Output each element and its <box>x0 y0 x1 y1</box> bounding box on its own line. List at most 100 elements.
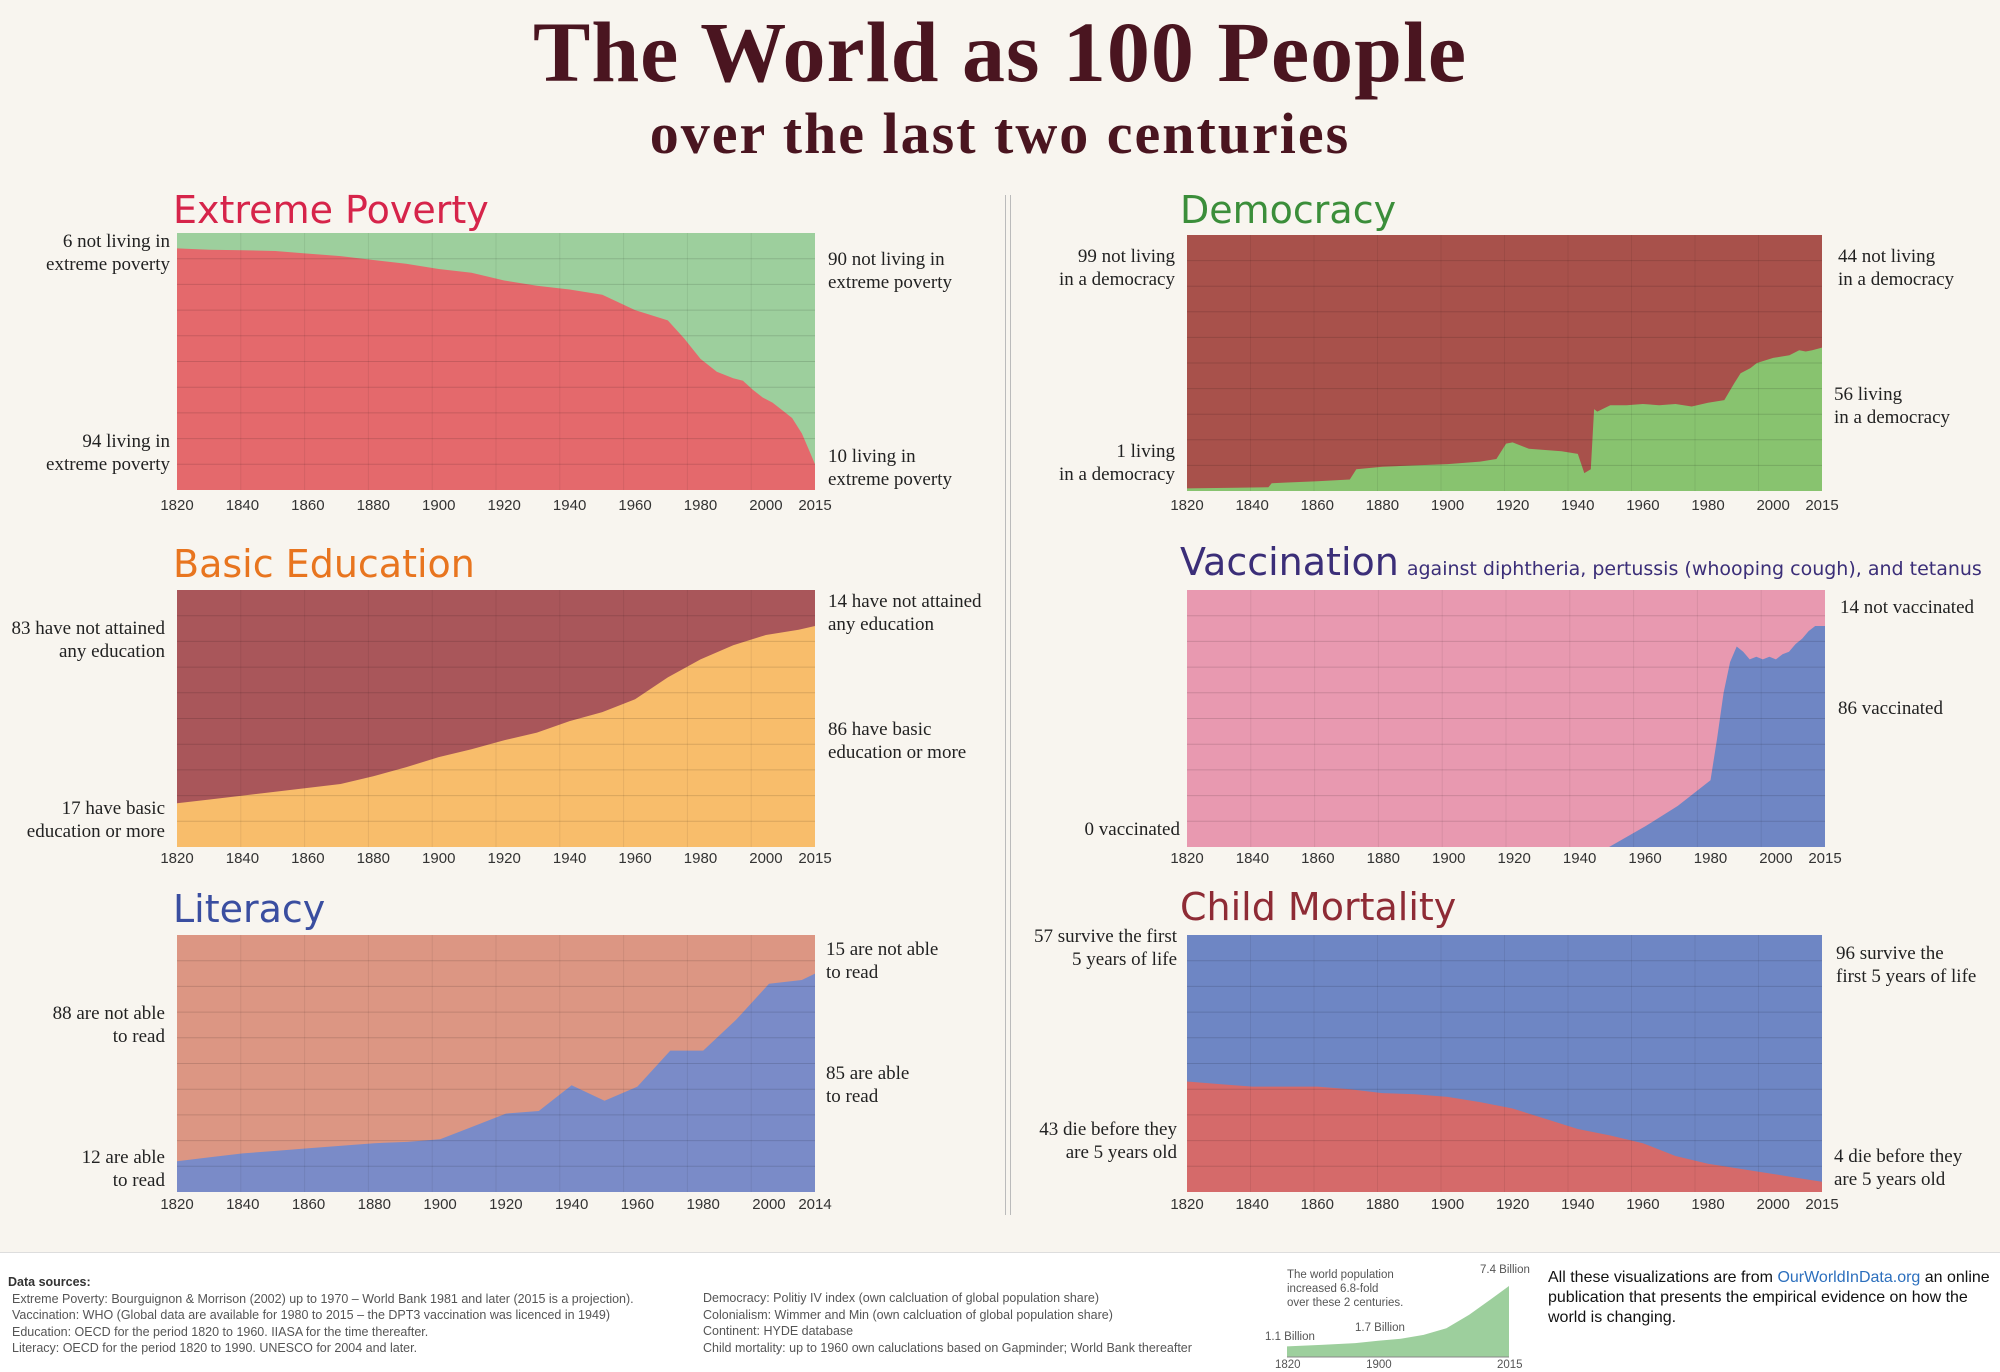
chart-education <box>177 590 815 847</box>
x-tick-label: 2015 <box>1808 850 1842 867</box>
x-tick-label: 1960 <box>1626 497 1660 514</box>
x-tick-label: 1980 <box>1691 1196 1725 1213</box>
chart-literacy <box>177 935 815 1192</box>
x-tick-label: 1980 <box>683 497 718 514</box>
chart-title-text: Child Mortality <box>1180 885 1457 929</box>
x-tick-label: 1880 <box>357 1196 391 1213</box>
owid-link[interactable]: OurWorldInData.org <box>1777 1269 1921 1286</box>
population-svg <box>1287 1286 1509 1358</box>
population-x-tick: 1900 <box>1366 1359 1392 1371</box>
source-line: Democracy: Politiy IV index (own calclua… <box>703 1291 1100 1305</box>
x-tick-label: 1940 <box>552 497 587 514</box>
source-line: Education: OECD for the period 1820 to 1… <box>12 1324 429 1339</box>
chart-vaccination <box>1187 590 1825 847</box>
chart-svg-democracy <box>1187 235 1822 491</box>
chart-democracy <box>1187 235 1822 491</box>
chart-svg-mortality <box>1187 935 1822 1192</box>
x-tick-label: 1840 <box>1235 497 1269 514</box>
x-tick-label: 1900 <box>422 850 456 867</box>
chart-poverty <box>177 233 815 490</box>
x-tick-label: 1940 <box>552 850 587 867</box>
chart-svg-education <box>177 590 815 847</box>
x-tick-label: 1980 <box>1693 850 1728 867</box>
label-right-bottom: 85 are able to read <box>826 1063 910 1107</box>
x-tick-label: 1820 <box>1170 1196 1204 1213</box>
chart-svg-literacy <box>177 935 815 1192</box>
chart-title-text: Vaccination <box>1180 540 1399 584</box>
page-title: The World as 100 People <box>532 4 1468 100</box>
x-tick-label: 1940 <box>554 1196 589 1213</box>
x-tick-label: 1900 <box>1430 1196 1465 1213</box>
x-tick-label: 1920 <box>487 497 521 514</box>
source-line: Literacy: OECD for the period 1820 to 19… <box>12 1341 418 1355</box>
x-tick-label: 1980 <box>1691 497 1725 514</box>
x-tick-label: 1960 <box>1628 850 1662 867</box>
population-x-tick: 1820 <box>1275 1359 1301 1371</box>
x-tick-label: 2014 <box>798 1196 832 1213</box>
x-tick-label: 1940 <box>1562 850 1597 867</box>
chart-mortality <box>1187 935 1822 1192</box>
x-axis-vaccination: 1820 1840 1860 1880 1900 1920 1940 1960 1980 2000… <box>1170 850 1841 868</box>
lower-area-mortality <box>1187 1081 1822 1192</box>
x-axis-democracy: 1820 1840 1860 1880 1900 1920 1940 1960 1980 2000… <box>1170 497 1838 515</box>
page-subtitle: over the last two centuries <box>649 101 1351 166</box>
x-tick-label: 1860 <box>1300 1196 1334 1213</box>
x-tick-label: 1900 <box>1430 497 1465 514</box>
x-tick-label: 1880 <box>1365 1196 1400 1213</box>
population-mid-label: 1.7 Billion <box>1355 1322 1405 1334</box>
x-tick-label: 1920 <box>1497 850 1531 867</box>
label-left-bottom: 12 are able to read <box>81 1147 165 1191</box>
x-tick-label: 1920 <box>487 850 521 867</box>
x-tick-label: 1960 <box>618 497 652 514</box>
chart-title-literacy: Literacy <box>173 887 325 931</box>
label-right-bottom: 86 vaccinated <box>1838 698 1943 719</box>
x-tick-label: 1860 <box>291 1196 326 1213</box>
x-tick-label: 2000 <box>752 1196 786 1213</box>
x-tick-label: 1880 <box>356 497 390 514</box>
chart-title-education: Basic Education <box>173 542 475 586</box>
label-left-top: 6 not living in extreme poverty <box>46 231 170 275</box>
population-note: The world population increased 6.8-fold ov… <box>1287 1269 1404 1309</box>
x-tick-label: 1960 <box>618 850 652 867</box>
label-right-bottom: 10 living in extreme poverty <box>828 446 952 490</box>
lower-area-education <box>177 626 815 847</box>
label-right-top: 44 not living in a democracy <box>1838 246 1955 290</box>
x-tick-label: 1840 <box>225 850 260 867</box>
source-line: Child mortality: up to 1960 own caluclat… <box>703 1340 1192 1355</box>
x-tick-label: 1820 <box>1170 850 1204 867</box>
label-left-bottom: 43 die before they are 5 years old <box>1039 1119 1177 1163</box>
x-tick-label: 1820 <box>160 850 194 867</box>
lower-area-democracy <box>1187 347 1822 491</box>
sources-title: Data sources: <box>8 1275 91 1289</box>
x-tick-label: 1940 <box>1561 1196 1595 1213</box>
x-tick-label: 1960 <box>1626 1196 1660 1213</box>
x-tick-label: 1900 <box>1432 850 1466 867</box>
population-area <box>1287 1286 1509 1357</box>
population-start-label: 1.1 Billion <box>1265 1331 1315 1343</box>
chart-title-text: Literacy <box>173 887 326 931</box>
owid-text: All these visualizations are from <box>1548 1269 1778 1286</box>
x-axis-mortality: 1820 1840 1860 1880 1900 1920 1940 1960 1980 2000… <box>1170 1196 1838 1214</box>
owid-note: All these visualizations are from OurWor… <box>1548 1268 1998 1328</box>
x-tick-label: 2015 <box>1805 497 1839 514</box>
lower-area-literacy <box>177 973 815 1192</box>
source-line: Colonialism: Wimmer and Min (own calclua… <box>703 1307 1113 1322</box>
x-tick-label: 2000 <box>749 497 783 514</box>
chart-title-democracy: Democracy <box>1180 188 1396 232</box>
chart-title-vaccination: Vaccination against diphtheria, pertussis… <box>1180 540 1982 584</box>
x-tick-label: 1860 <box>1300 497 1334 514</box>
sources-block: Data sources: Extreme Poverty: Bourguign… <box>8 1274 634 1357</box>
label-right-bottom: 56 living in a democracy <box>1834 384 1951 428</box>
x-tick-label: 1880 <box>1365 497 1400 514</box>
label-right-top: 14 not vaccinated <box>1840 597 1975 618</box>
x-tick-label: 1840 <box>1235 850 1270 867</box>
x-tick-label: 1880 <box>1366 850 1400 867</box>
label-left-bottom: 0 vaccinated <box>1084 819 1180 840</box>
label-left-bottom: 17 have basic education or more <box>26 798 165 842</box>
label-right-top: 15 are not able to read <box>826 939 939 983</box>
x-tick-label: 1840 <box>225 497 260 514</box>
lower-area-vaccination <box>1187 626 1825 847</box>
panel-divider <box>1005 195 1011 1215</box>
population-end-label: 7.4 Billion <box>1480 1264 1530 1276</box>
chart-title-mortality: Child Mortality <box>1180 885 1456 929</box>
